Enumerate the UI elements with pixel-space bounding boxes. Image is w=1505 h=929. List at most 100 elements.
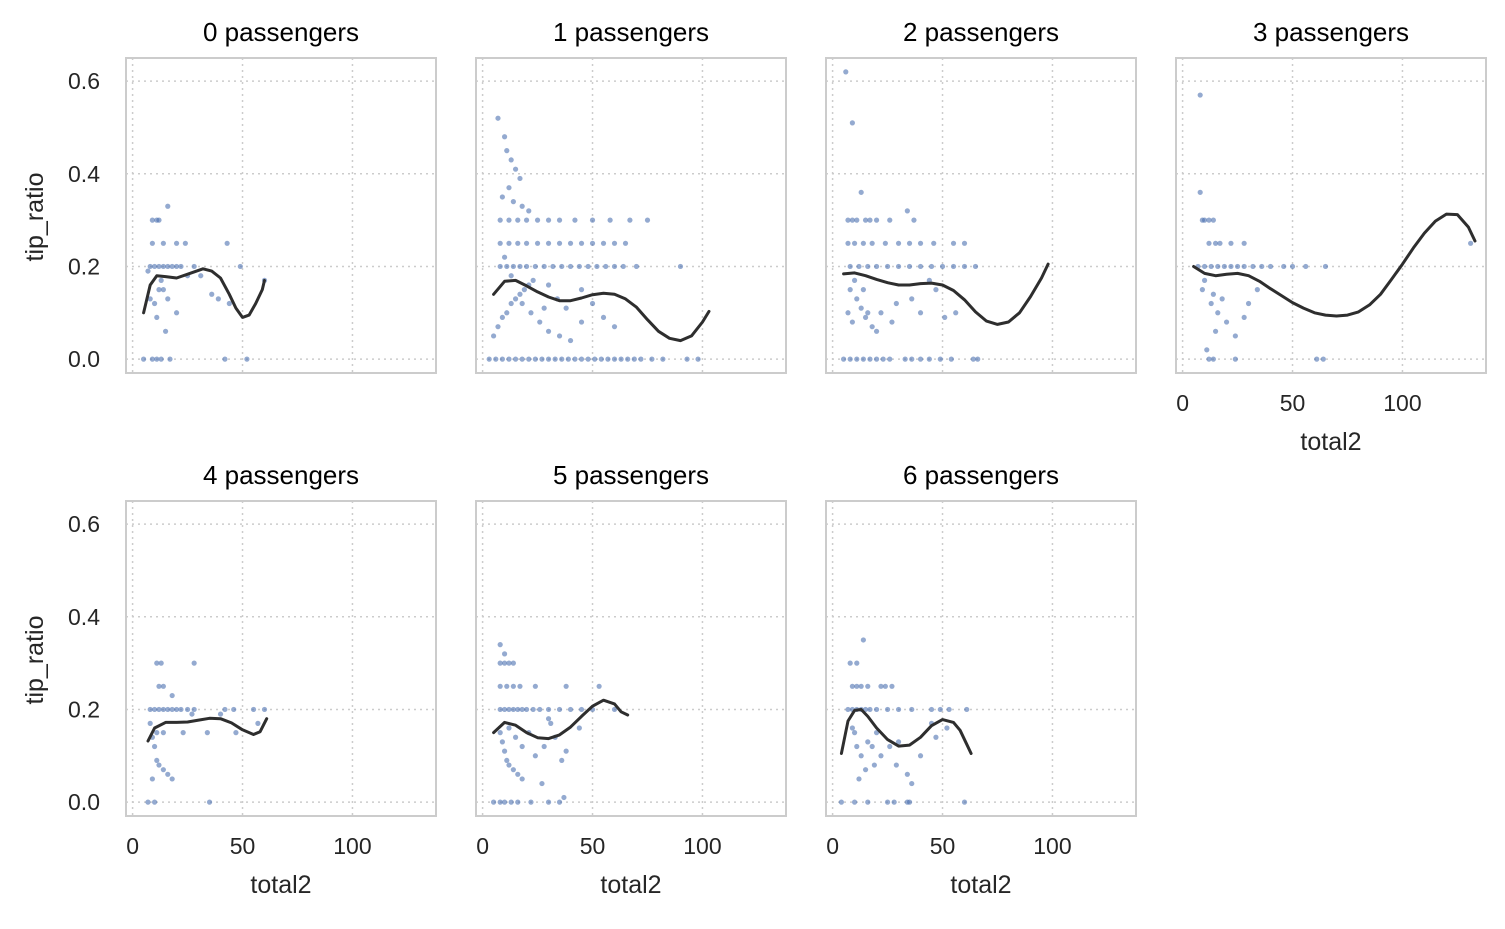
data-point bbox=[206, 799, 213, 805]
data-point bbox=[506, 725, 512, 731]
data-point bbox=[1267, 263, 1274, 270]
data-point bbox=[851, 730, 858, 736]
data-point bbox=[849, 683, 855, 689]
data-point bbox=[154, 356, 160, 362]
data-point bbox=[856, 776, 862, 782]
data-point bbox=[556, 706, 563, 713]
data-point bbox=[204, 730, 210, 736]
data-point bbox=[154, 730, 160, 736]
data-point bbox=[1217, 240, 1223, 246]
data-point bbox=[532, 683, 538, 689]
data-point bbox=[576, 725, 582, 731]
facet-panel: 2 passengers bbox=[825, 17, 1137, 374]
data-point bbox=[917, 753, 924, 759]
data-point bbox=[933, 734, 939, 740]
data-point bbox=[891, 799, 897, 805]
y-tick-label: 0.2 bbox=[68, 696, 100, 722]
data-point bbox=[537, 319, 543, 325]
data-point bbox=[180, 730, 186, 736]
data-point bbox=[572, 356, 578, 362]
data-point bbox=[165, 263, 171, 270]
data-point bbox=[603, 263, 609, 270]
fit-line bbox=[142, 267, 266, 319]
x-tick-label: 50 bbox=[230, 833, 256, 859]
data-point bbox=[160, 767, 166, 773]
fit-line bbox=[839, 708, 973, 755]
data-point bbox=[519, 203, 525, 209]
x-tick-label: 0 bbox=[1176, 390, 1189, 416]
data-point bbox=[1199, 217, 1205, 223]
x-axis-label: total2 bbox=[950, 871, 1011, 899]
data-point bbox=[556, 240, 563, 246]
data-point bbox=[215, 296, 221, 302]
data-point bbox=[895, 739, 902, 745]
data-point bbox=[871, 762, 877, 768]
data-point bbox=[854, 356, 860, 362]
x-tick-label: 100 bbox=[1033, 833, 1071, 859]
data-point bbox=[151, 263, 158, 270]
data-point bbox=[147, 706, 153, 713]
data-point bbox=[501, 254, 508, 260]
data-point bbox=[906, 240, 913, 246]
data-point bbox=[504, 683, 510, 689]
data-point bbox=[909, 780, 915, 787]
x-axis-label: total2 bbox=[250, 871, 311, 899]
data-point bbox=[873, 356, 880, 362]
data-point bbox=[865, 263, 871, 270]
data-point bbox=[1210, 356, 1216, 362]
data-point bbox=[545, 716, 552, 722]
data-point bbox=[596, 683, 602, 689]
x-tick-label: 100 bbox=[333, 833, 371, 859]
data-point bbox=[1199, 287, 1205, 293]
data-point bbox=[501, 660, 508, 666]
data-point bbox=[160, 263, 166, 270]
data-point bbox=[545, 240, 552, 246]
data-point bbox=[545, 282, 552, 288]
data-point bbox=[1208, 263, 1214, 270]
data-point bbox=[1259, 263, 1265, 270]
data-point bbox=[633, 263, 640, 270]
data-point bbox=[576, 263, 582, 270]
data-point bbox=[154, 314, 160, 321]
data-point bbox=[917, 263, 924, 270]
data-point bbox=[695, 356, 701, 362]
data-point bbox=[906, 799, 913, 805]
data-point bbox=[158, 660, 164, 666]
data-point bbox=[519, 356, 525, 362]
data-point bbox=[867, 356, 873, 362]
data-point bbox=[1234, 263, 1241, 270]
data-point bbox=[902, 356, 908, 362]
data-point bbox=[169, 263, 175, 270]
data-point bbox=[887, 217, 893, 223]
facet-panels: 0 passengers 0.0 0.2 0.4 0.6 1 passengers 2 pa… bbox=[68, 17, 1487, 899]
data-point bbox=[497, 263, 503, 270]
data-point bbox=[497, 730, 503, 736]
data-point bbox=[1250, 263, 1256, 270]
data-point bbox=[515, 240, 521, 246]
data-point bbox=[1221, 263, 1227, 270]
data-point bbox=[840, 356, 847, 362]
data-point bbox=[869, 324, 875, 330]
data-point bbox=[1314, 356, 1320, 362]
y-tick-label: 0.6 bbox=[68, 68, 100, 94]
data-point bbox=[950, 240, 957, 246]
data-point bbox=[149, 356, 155, 362]
data-point bbox=[158, 277, 164, 283]
data-point bbox=[1289, 263, 1296, 270]
data-point bbox=[545, 799, 552, 805]
data-point bbox=[237, 263, 243, 270]
data-point bbox=[156, 263, 162, 270]
data-point bbox=[1210, 291, 1216, 297]
data-point bbox=[600, 240, 607, 246]
x-tick-label: 0 bbox=[126, 833, 139, 859]
data-point bbox=[217, 711, 224, 717]
data-point bbox=[961, 799, 968, 805]
data-point bbox=[845, 310, 851, 316]
data-point bbox=[165, 203, 171, 209]
data-point bbox=[1241, 314, 1247, 321]
data-point bbox=[559, 757, 565, 764]
panel-frame bbox=[475, 500, 787, 817]
panel-frame bbox=[825, 57, 1137, 374]
y-axis-label: tip_ratio bbox=[21, 173, 49, 262]
data-point bbox=[556, 217, 563, 223]
